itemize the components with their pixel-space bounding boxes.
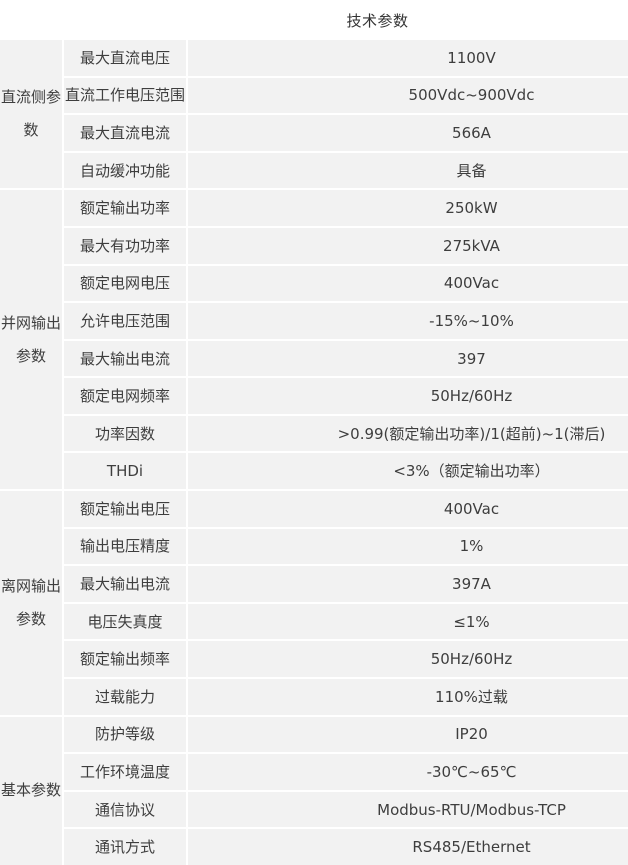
param-value: >0.99(额定输出功率)/1(超前)~1(滞后) (188, 415, 628, 452)
param-value: 566A (188, 115, 628, 151)
param-label: 最大输出电流 (64, 340, 186, 377)
param-value: ≤1% (188, 603, 628, 640)
group-header: 基本参数 (0, 716, 62, 865)
param-value: 具备 (188, 152, 628, 189)
param-label: 最大输出电流 (64, 566, 186, 602)
param-label: 直流工作电压范围 (64, 77, 186, 114)
param-label: 最大直流电压 (64, 40, 186, 76)
param-label: 功率因数 (64, 415, 186, 452)
param-label: 通讯方式 (64, 829, 186, 865)
param-value: -30℃~65℃ (188, 754, 628, 790)
param-label: 额定输出频率 (64, 641, 186, 678)
param-value: RS485/Ethernet (188, 829, 628, 865)
param-label: 防护等级 (64, 716, 186, 753)
param-label: 额定电网电压 (64, 265, 186, 302)
param-label: 最大直流电流 (64, 115, 186, 151)
param-label: THDi (64, 453, 186, 490)
param-label: 过载能力 (64, 679, 186, 715)
param-value: 397A (188, 566, 628, 602)
param-label: 额定电网频率 (64, 378, 186, 414)
param-value: 1% (188, 528, 628, 565)
spec-table: 直流侧参数 最大直流电压 1100V 直流工作电压范围 500Vdc~900Vdc 最大直… (0, 40, 628, 865)
param-value: 50Hz/60Hz (188, 641, 628, 678)
param-value: IP20 (188, 716, 628, 753)
param-value: 1100V (188, 40, 628, 76)
param-value: 397 (188, 340, 628, 377)
param-label: 允许电压范围 (64, 303, 186, 339)
param-value: 400Vac (188, 265, 628, 302)
group-header: 离网输出参数 (0, 491, 62, 715)
table-title: 技术参数 (0, 0, 628, 40)
group-header: 并网输出参数 (0, 190, 62, 490)
param-value: 50Hz/60Hz (188, 378, 628, 414)
param-value: Modbus-RTU/Modbus-TCP (188, 791, 628, 828)
param-label: 自动缓冲功能 (64, 152, 186, 189)
param-value: -15%~10% (188, 303, 628, 339)
param-label: 工作环境温度 (64, 754, 186, 790)
param-value: 110%过载 (188, 679, 628, 715)
param-value: 400Vac (188, 491, 628, 527)
param-label: 额定输出功率 (64, 190, 186, 226)
param-value: 275kVA (188, 227, 628, 264)
param-value: 500Vdc~900Vdc (188, 77, 628, 114)
param-label: 电压失真度 (64, 603, 186, 640)
param-label: 最大有功功率 (64, 227, 186, 264)
param-value: 250kW (188, 190, 628, 226)
group-header: 直流侧参数 (0, 40, 62, 189)
param-label: 通信协议 (64, 791, 186, 828)
param-label: 额定输出电压 (64, 491, 186, 527)
param-value: <3%（额定输出功率） (188, 453, 628, 490)
param-label: 输出电压精度 (64, 528, 186, 565)
